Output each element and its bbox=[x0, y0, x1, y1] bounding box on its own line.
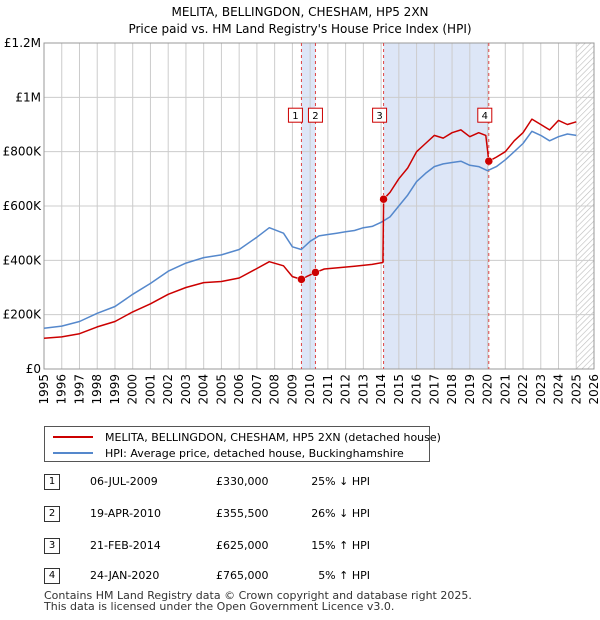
x-tick-label: 2025 bbox=[569, 374, 583, 405]
x-tick-label: 2004 bbox=[197, 374, 211, 405]
x-tick-label: 2026 bbox=[587, 374, 600, 405]
footer-licence: This data is licensed under the Open Gov… bbox=[44, 600, 395, 613]
price-chart: MELITA, BELLINGDON, CHESHAM, HP5 2XN Pri… bbox=[3, 5, 600, 405]
sale-number: 2 bbox=[44, 506, 60, 522]
x-tick-label: 2001 bbox=[143, 374, 157, 405]
sale-date: 21-FEB-2014 bbox=[90, 539, 161, 552]
x-tick-label: 2022 bbox=[516, 374, 530, 405]
x-tick-label: 2016 bbox=[410, 374, 424, 405]
x-tick-label: 2002 bbox=[161, 374, 175, 405]
x-tick-label: 2014 bbox=[374, 374, 388, 405]
x-tick-label: 2011 bbox=[321, 374, 335, 405]
sale-point bbox=[379, 194, 388, 204]
legend-item-hpi: HPI: Average price, detached house, Buck… bbox=[53, 445, 404, 461]
sale-number: 4 bbox=[44, 568, 60, 584]
y-tick-label: £1M bbox=[15, 90, 41, 104]
x-tick-label: 1996 bbox=[55, 374, 69, 405]
sale-label: 2 bbox=[312, 111, 318, 122]
sale-date: 06-JUL-2009 bbox=[90, 475, 158, 488]
sale-point bbox=[484, 156, 494, 166]
sale-date: 24-JAN-2020 bbox=[90, 569, 160, 582]
sale-label-box bbox=[477, 107, 493, 123]
sale-label: 4 bbox=[482, 111, 488, 122]
x-tick-label: 2015 bbox=[392, 374, 406, 405]
sale-point bbox=[311, 268, 320, 277]
sale-hpi-diff: 25% ↓ HPI bbox=[311, 475, 370, 488]
sale-number: 1 bbox=[44, 474, 60, 490]
chart-title: MELITA, BELLINGDON, CHESHAM, HP5 2XN bbox=[171, 5, 428, 19]
x-tick-label: 2003 bbox=[179, 374, 193, 405]
sale-row: 1 06-JUL-2009 £330,000 25% ↓ HPI bbox=[44, 472, 424, 492]
sale-label-box bbox=[372, 107, 388, 123]
legend: MELITA, BELLINGDON, CHESHAM, HP5 2XN (de… bbox=[44, 426, 441, 462]
legend-label-property: MELITA, BELLINGDON, CHESHAM, HP5 2XN (de… bbox=[105, 430, 441, 444]
sale-row: 2 19-APR-2010 £355,500 26% ↓ HPI bbox=[44, 504, 424, 524]
x-tick-label: 2019 bbox=[463, 374, 477, 405]
y-tick-label: £400K bbox=[3, 253, 43, 267]
x-tick-label: 2009 bbox=[285, 374, 299, 405]
x-tick-label: 2020 bbox=[481, 374, 495, 405]
legend-swatch-hpi bbox=[53, 452, 93, 454]
sale-date: 19-APR-2010 bbox=[90, 507, 162, 520]
sale-price: £355,500 bbox=[216, 507, 269, 520]
sale-price: £625,000 bbox=[216, 539, 269, 552]
y-tick-label: £0 bbox=[26, 362, 41, 376]
y-tick-label: £1.2M bbox=[4, 36, 41, 50]
legend-swatch-property bbox=[53, 436, 93, 438]
y-tick-label: £200K bbox=[3, 308, 43, 322]
sale-label: 3 bbox=[376, 111, 382, 122]
sale-row: 4 24-JAN-2020 £765,000 5% ↑ HPI bbox=[44, 566, 424, 586]
sale-point bbox=[297, 275, 306, 284]
chart-subtitle: Price paid vs. HM Land Registry's House … bbox=[128, 22, 471, 36]
x-tick-label: 2018 bbox=[445, 374, 459, 405]
y-tick-label: £600K bbox=[3, 199, 43, 213]
x-tick-label: 1998 bbox=[90, 374, 104, 405]
plot-border bbox=[43, 42, 595, 370]
series-line-hpi bbox=[43, 130, 577, 330]
y-tick-label: £800K bbox=[3, 145, 43, 159]
x-tick-label: 2008 bbox=[268, 374, 282, 405]
sale-price: £765,000 bbox=[216, 569, 269, 582]
footer: Contains HM Land Registry data © Crown c… bbox=[44, 590, 472, 612]
x-tick-label: 2006 bbox=[232, 374, 246, 405]
legend-item-property: MELITA, BELLINGDON, CHESHAM, HP5 2XN (de… bbox=[53, 429, 441, 445]
x-tick-label: 2013 bbox=[356, 374, 370, 405]
x-tick-label: 2024 bbox=[552, 374, 566, 405]
x-tick-label: 2021 bbox=[498, 374, 512, 405]
sale-number: 3 bbox=[44, 538, 60, 554]
sale-hpi-diff: 15% ↑ HPI bbox=[311, 539, 370, 552]
sale-row: 3 21-FEB-2014 £625,000 15% ↑ HPI bbox=[44, 536, 424, 556]
sale-label: 1 bbox=[292, 111, 298, 122]
x-tick-label: 1999 bbox=[108, 374, 122, 405]
sale-label-box bbox=[287, 107, 303, 123]
sale-hpi-diff: 26% ↓ HPI bbox=[311, 507, 370, 520]
x-tick-label: 2007 bbox=[250, 374, 264, 405]
footer-copyright: Contains HM Land Registry data © Crown c… bbox=[44, 589, 472, 602]
sale-hpi-diff: 5% ↑ HPI bbox=[318, 569, 370, 582]
x-tick-label: 2023 bbox=[534, 374, 548, 405]
sale-price: £330,000 bbox=[216, 475, 269, 488]
series-line-property bbox=[43, 118, 577, 340]
x-tick-label: 2012 bbox=[339, 374, 353, 405]
x-tick-label: 1997 bbox=[72, 374, 86, 405]
x-tick-label: 2017 bbox=[427, 374, 441, 405]
x-tick-label: 2010 bbox=[303, 374, 317, 405]
sale-label-box bbox=[307, 107, 323, 123]
x-tick-label: 2000 bbox=[126, 374, 140, 405]
x-tick-label: 2005 bbox=[214, 374, 228, 405]
legend-label-hpi: HPI: Average price, detached house, Buck… bbox=[105, 446, 404, 460]
x-tick-label: 1995 bbox=[37, 374, 51, 405]
